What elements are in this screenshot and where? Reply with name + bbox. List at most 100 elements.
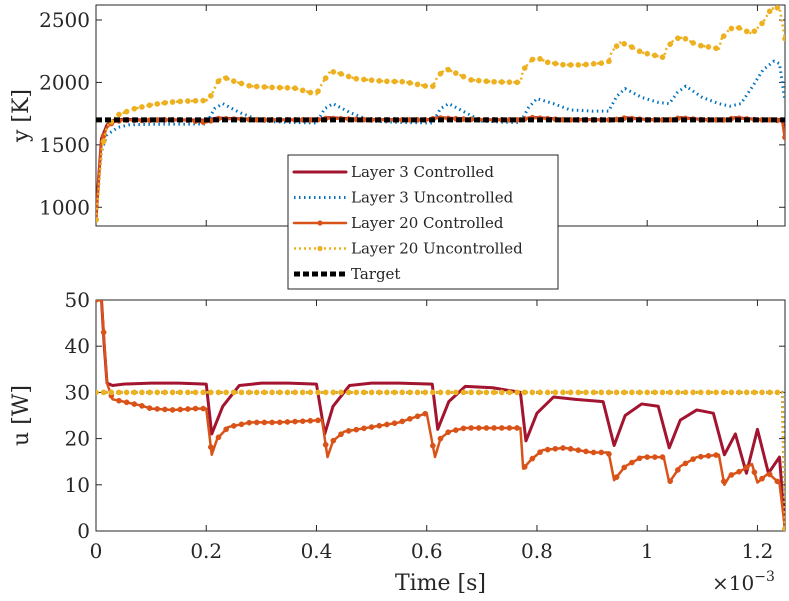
bottom-series-point-layer-20-uncontrolled [590, 389, 597, 396]
top-series-point-layer-20-uncontrolled [621, 40, 628, 47]
top-series-point-layer-20-uncontrolled [338, 71, 344, 77]
bottom-series-point-layer-20-uncontrolled [261, 389, 268, 396]
bottom-series-point-layer-20-uncontrolled [720, 389, 727, 396]
top-series-point-layer-20-uncontrolled [169, 99, 176, 105]
top-series-point-layer-20-uncontrolled [460, 73, 467, 80]
legend-label-layer-3-controlled: Layer 3 Controlled [351, 163, 494, 181]
top-y-axis-label: y [K] [9, 89, 34, 143]
bottom-series-point-layer-20-controlled [575, 447, 582, 453]
legend-label-layer-20-controlled: Layer 20 Controlled [351, 214, 504, 232]
bottom-series-point-layer-20-uncontrolled [131, 389, 138, 396]
top-series-point-layer-20-uncontrolled [368, 77, 375, 84]
top-series-point-layer-20-uncontrolled [177, 98, 184, 105]
bottom-series-point-layer-20-uncontrolled [284, 389, 291, 396]
top-series-point-layer-20-uncontrolled [575, 62, 582, 68]
bottom-series-point-layer-20-controlled [154, 406, 161, 412]
bottom-series-point-layer-20-uncontrolled [146, 389, 153, 396]
bottom-series-point-layer-20-controlled [766, 471, 773, 478]
top-series-point-layer-20-uncontrolled [720, 33, 727, 39]
bottom-series-point-layer-20-controlled [414, 413, 421, 420]
bottom-series-point-layer-20-uncontrolled [361, 389, 367, 396]
bottom-series-point-layer-20-uncontrolled [246, 389, 252, 396]
bottom-series-point-layer-20-uncontrolled [445, 389, 452, 396]
top-series-point-layer-20-uncontrolled [414, 81, 421, 88]
bottom-series-point-layer-20-controlled [338, 431, 344, 438]
x-axis-label: Time [s] [395, 571, 486, 596]
bottom-series-point-layer-20-uncontrolled [238, 389, 245, 396]
bottom-series-point-layer-20-controlled [544, 446, 551, 453]
bottom-series-point-layer-20-controlled [452, 427, 459, 433]
bottom-series-point-layer-20-controlled [169, 407, 176, 413]
top-series-point-layer-20-uncontrolled [743, 28, 750, 35]
top-series-point-layer-20-uncontrolled [422, 83, 429, 89]
bottom-series-point-layer-20-controlled [96, 300, 99, 303]
top-y-tick-label: 2000 [39, 70, 90, 94]
bottom-series-point-layer-20-uncontrolled [713, 389, 719, 396]
bottom-series-point-layer-20-uncontrolled [613, 389, 620, 396]
top-series-point-layer-20-uncontrolled [207, 92, 214, 99]
bottom-series-point-layer-20-uncontrolled [498, 389, 505, 396]
bottom-series-point-layer-20-uncontrolled [682, 389, 689, 396]
bottom-series-point-layer-20-controlled [116, 397, 122, 404]
top-series-point-layer-20-uncontrolled [583, 61, 589, 68]
top-series-point-layer-20-uncontrolled [521, 65, 528, 71]
bottom-series-point-layer-20-uncontrolled [544, 389, 551, 396]
top-series-point-layer-20-uncontrolled [192, 97, 199, 104]
top-series-point-layer-20-uncontrolled [728, 25, 735, 32]
bottom-series-point-layer-20-controlled [629, 459, 635, 466]
bottom-x-tick-label: 0.6 [411, 539, 443, 563]
bottom-series-point-layer-20-controlled [238, 421, 245, 428]
top-series-point-layer-20-uncontrolled [475, 77, 482, 84]
bottom-series-point-layer-20-uncontrolled [483, 389, 490, 396]
bottom-series-point-layer-20-controlled [276, 419, 283, 426]
bottom-series-point-layer-20-controlled [674, 467, 681, 473]
bottom-series-point-layer-20-controlled [728, 472, 735, 478]
top-series-point-layer-20-uncontrolled [590, 60, 597, 67]
top-series-point-layer-20-uncontrolled [261, 84, 268, 90]
top-series-point-layer-20-uncontrolled [759, 20, 765, 27]
bottom-series-point-layer-20-controlled [491, 425, 497, 431]
legend-marker-layer-20-uncontrolled [317, 245, 323, 252]
top-series-point-layer-20-uncontrolled [705, 44, 712, 50]
bottom-series-point-layer-20-controlled [621, 464, 628, 471]
top-series-point-layer-20-uncontrolled [552, 60, 559, 67]
bottom-series-point-layer-20-uncontrolled [644, 389, 651, 396]
bottom-series-point-layer-20-uncontrolled [452, 389, 459, 396]
bottom-series-point-layer-20-uncontrolled [537, 389, 543, 396]
top-series-point-layer-20-uncontrolled [690, 40, 696, 46]
bottom-series-point-layer-20-uncontrolled [116, 389, 122, 396]
bottom-series-point-layer-20-uncontrolled [429, 389, 436, 396]
bottom-series-point-layer-20-controlled [322, 441, 329, 448]
top-series-point-layer-20-uncontrolled [751, 28, 758, 35]
x-exponent-power: −3 [754, 569, 775, 585]
x-exponent-base: ×10 [712, 571, 754, 595]
bottom-series-point-layer-20-uncontrolled [552, 389, 559, 396]
bottom-axes-box [95, 299, 786, 532]
top-series-point-layer-20-uncontrolled [299, 87, 306, 94]
top-series-point-layer-20-uncontrolled [674, 35, 681, 42]
bottom-series-point-layer-20-uncontrolled [774, 389, 781, 396]
bottom-series-point-layer-20-uncontrolled [353, 389, 360, 396]
top-series-point-layer-20-uncontrolled [269, 84, 275, 91]
bottom-series-group [96, 300, 785, 531]
bottom-series-point-layer-20-controlled [307, 417, 314, 424]
bottom-series-point-layer-20-uncontrolled [636, 389, 643, 396]
bottom-series-point-layer-20-uncontrolled [123, 389, 130, 396]
bottom-series-point-layer-20-uncontrolled [292, 389, 298, 396]
top-series-point-layer-20-uncontrolled [215, 78, 222, 85]
bottom-series-point-layer-20-controlled [514, 425, 520, 431]
bottom-series-point-layer-20-controlled [460, 425, 467, 432]
bottom-series-point-layer-20-controlled [261, 419, 268, 426]
bottom-series-point-layer-20-controlled [422, 410, 429, 417]
bottom-series-point-layer-20-uncontrolled [162, 389, 168, 396]
bottom-series-point-layer-20-uncontrolled [391, 389, 398, 396]
bottom-series-point-layer-20-controlled [407, 415, 413, 422]
bottom-series-point-layer-20-uncontrolled [185, 389, 191, 396]
bottom-series-line-layer-20-uncontrolled [96, 391, 785, 529]
top-series-point-layer-20-uncontrolled [131, 105, 138, 112]
bottom-series-point-layer-20-uncontrolled [200, 389, 207, 396]
bottom-series-point-layer-20-controlled [437, 435, 444, 442]
top-series-point-layer-20-uncontrolled [782, 35, 785, 42]
bottom-series-point-layer-20-uncontrolled [384, 389, 390, 396]
